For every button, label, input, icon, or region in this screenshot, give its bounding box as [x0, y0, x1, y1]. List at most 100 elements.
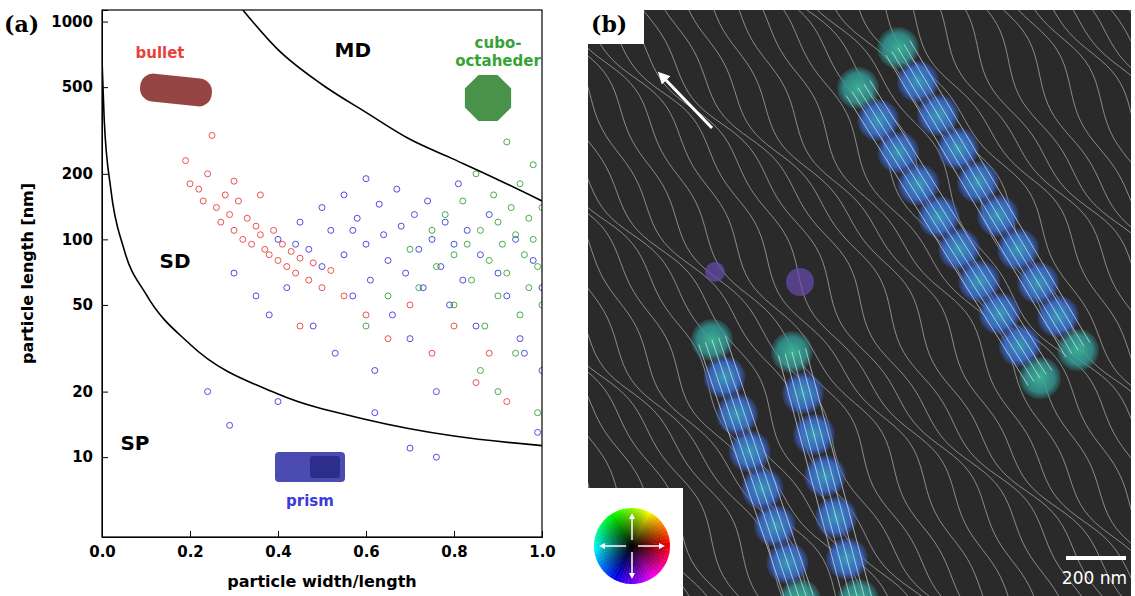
y-tick-mark [102, 239, 108, 240]
scatter-point [341, 252, 347, 258]
particle-chain [771, 331, 879, 596]
x-tick: 0.8 [441, 531, 468, 561]
scatter-point [407, 246, 413, 252]
scatter-point [328, 227, 334, 233]
scatter-point [310, 260, 316, 266]
color-wheel-arrow [602, 545, 626, 547]
scatter-series [205, 176, 542, 461]
scatter-point [262, 246, 268, 252]
field-line [886, 55, 1066, 357]
scatter-point [482, 323, 488, 329]
scatter-point [385, 293, 391, 299]
contour-line [913, 10, 1131, 525]
contour-line [935, 10, 1131, 501]
scatter-point [473, 323, 479, 329]
contour-line [588, 10, 1131, 596]
scatter-point [266, 252, 272, 258]
x-tick-label: 0.4 [265, 543, 292, 561]
contour-line [588, 10, 1131, 596]
scatter-point [293, 270, 299, 276]
scatter-point [530, 236, 536, 242]
panel-label: (b) [591, 11, 627, 37]
field-line [892, 52, 1072, 354]
scale-bar-label: 200 nm [1062, 568, 1127, 588]
y-tick-mark [102, 174, 108, 175]
scatter-point [416, 285, 422, 291]
particle-chain [877, 27, 1099, 371]
y-tick-mark [102, 87, 108, 88]
scatter-point [183, 158, 189, 164]
scatter-point [530, 162, 536, 168]
x-tick-mark [190, 531, 191, 537]
scatter-point [279, 241, 285, 247]
y-tick-label: 1000 [51, 13, 93, 31]
contour-line [588, 10, 1052, 596]
contour-line [588, 158, 683, 596]
scatter-point [275, 236, 281, 242]
scatter-point [473, 380, 479, 386]
x-tick: 1.0 [529, 531, 556, 561]
contour-line [844, 10, 1131, 567]
contour-line [618, 10, 1131, 596]
scatter-point [271, 227, 277, 233]
y-tick-mark [102, 392, 108, 393]
scatter-point [235, 198, 241, 204]
x-axis: 0.00.20.40.60.81.0 [89, 531, 556, 561]
contour-line [588, 75, 807, 596]
particle-chain [837, 67, 1061, 399]
contour-line [588, 10, 1102, 596]
scatter-point [187, 181, 193, 187]
scatter-point [464, 227, 470, 233]
scatter-point [486, 257, 492, 263]
figure: 0.00.20.40.60.81.01020501002005001000par… [0, 0, 1135, 596]
micrograph [588, 10, 1131, 596]
scatter-point [407, 445, 413, 451]
scatter-point [218, 219, 224, 225]
color-wheel-background [586, 488, 683, 596]
scatter-point [257, 232, 263, 238]
particle-shape [310, 456, 340, 478]
contour-line [799, 10, 1131, 594]
scatter-point [407, 302, 413, 308]
scatter-point [521, 350, 527, 356]
scatter-point [425, 198, 431, 204]
contour-line [588, 33, 876, 596]
scatter-point [394, 186, 400, 192]
y-tick-mark [102, 457, 108, 458]
contour-line [659, 10, 1131, 596]
scatter-point [504, 139, 510, 145]
boundary-line [102, 59, 542, 445]
scatter-point [495, 219, 501, 225]
x-tick: 0.4 [265, 531, 292, 561]
x-tick-label: 1.0 [529, 543, 556, 561]
scatter-point [451, 241, 457, 247]
particle-shape [139, 72, 214, 107]
scatter-point [398, 223, 404, 229]
contour-line [588, 10, 993, 596]
scatter-point [433, 389, 439, 395]
contour-line [588, 17, 908, 596]
scatter-point [297, 219, 303, 225]
y-tick: 50 [72, 296, 108, 314]
scatter-point [385, 257, 391, 263]
scatter-point [530, 257, 536, 263]
y-tick-label: 100 [62, 231, 93, 249]
region-label: SD [160, 249, 191, 273]
contour-line [675, 10, 1131, 596]
scatter-point [442, 219, 448, 225]
field-line [846, 95, 1028, 385]
scatter-series [183, 132, 510, 404]
contour-line [588, 10, 1123, 596]
y-tick-label: 50 [72, 296, 93, 314]
y-tick-label: 10 [72, 448, 93, 466]
scatter-point [350, 227, 356, 233]
field-line [785, 354, 851, 596]
scatter-point [310, 323, 316, 329]
field-line [806, 348, 872, 596]
scatter-point [517, 336, 523, 342]
contour-line [588, 43, 862, 596]
scatter-point [499, 241, 505, 247]
scatter-point [407, 336, 413, 342]
scatter-point [231, 227, 237, 233]
field-line [699, 344, 787, 596]
